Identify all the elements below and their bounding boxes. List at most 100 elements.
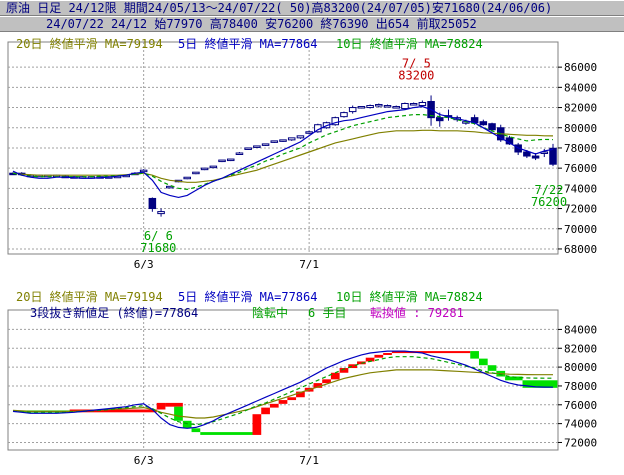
break-brick <box>322 379 331 384</box>
break-brick <box>165 402 183 407</box>
break-brick <box>174 406 183 421</box>
break-brick <box>391 351 471 354</box>
break-brick <box>269 403 279 408</box>
y-tick-label: 80000 <box>564 122 597 135</box>
annotation-value-1: 71680 <box>140 241 176 255</box>
candle-body <box>166 185 174 189</box>
annotation-value-2: 76200 <box>531 195 567 209</box>
ma10-line <box>12 113 554 191</box>
candle-body <box>200 167 209 171</box>
break-brick <box>313 383 323 388</box>
y-tick-label: 72000 <box>564 203 597 216</box>
annotation-date-1: 6/ 6 <box>144 229 173 243</box>
candle-body <box>270 140 279 143</box>
candle-body <box>409 103 418 106</box>
y-tick-label: 74000 <box>564 418 597 431</box>
break-brick <box>365 357 375 362</box>
candle-body <box>192 171 200 175</box>
candle-body <box>235 152 244 155</box>
x-tick-label: 6/3 <box>134 258 154 271</box>
candle-body <box>531 155 540 159</box>
legend-entry-2: 10日 終値平滑 MA=78824 <box>336 289 483 304</box>
break-brick <box>522 380 558 388</box>
y-tick-label: 84000 <box>564 81 597 94</box>
y-tick-label: 76000 <box>564 162 597 175</box>
legend2-entry-3: 転換値 : 79281 <box>370 305 464 320</box>
break-brick <box>470 351 479 359</box>
chart-canvas: 68000 70000 72000 74000 76000 78000 80000 82000… <box>7 36 597 467</box>
candle-body <box>139 169 148 173</box>
y-tick-label: 86000 <box>564 61 597 74</box>
candle-body <box>357 106 366 109</box>
ma20-line <box>12 129 554 183</box>
y-tick-label: 84000 <box>564 323 597 336</box>
break-brick <box>487 365 497 371</box>
ma20-line <box>12 369 553 419</box>
candle-body <box>244 147 252 150</box>
candle-body <box>383 105 392 108</box>
y-tick-label: 70000 <box>564 223 597 236</box>
y-tick-label: 74000 <box>564 182 597 195</box>
candle-body <box>375 104 383 107</box>
ma5-line <box>12 105 554 199</box>
candle-body <box>287 137 296 141</box>
candle-body <box>253 145 261 148</box>
candle-body <box>479 121 488 126</box>
y-tick-label: 82000 <box>564 342 597 355</box>
legend2-entry-2: 6 手目 <box>308 306 346 320</box>
plot-frame-0 <box>7 41 559 255</box>
legend2-entry-0: 3段抜き新値足 (終値)=77864 <box>30 305 198 320</box>
annotation-date-0: 7/ 5 <box>402 56 431 70</box>
y-tick-label: 76000 <box>564 399 597 412</box>
y-tick-label: 78000 <box>564 142 597 155</box>
legend-entry-1: 5日 終値平滑 MA=77864 <box>178 36 317 51</box>
legend-entry-0: 20日 終値平滑 MA=79194 <box>16 289 163 304</box>
annotation-value-0: 83200 <box>398 68 434 82</box>
candle-body <box>392 106 400 109</box>
break-brick <box>287 397 297 401</box>
break-brick <box>261 407 270 415</box>
break-brick <box>339 368 349 373</box>
annotation-date-2: 7/22 <box>535 183 564 197</box>
candle-body <box>401 103 409 110</box>
break-brick <box>330 372 340 380</box>
x-tick-label: 6/3 <box>134 454 154 467</box>
y-tick-label: 80000 <box>564 361 597 374</box>
break-brick <box>252 414 262 435</box>
y-tick-label: 78000 <box>564 380 597 393</box>
candle-body <box>279 139 287 142</box>
break-brick <box>505 376 523 381</box>
break-brick <box>374 354 384 358</box>
break-brick <box>278 400 288 404</box>
candle-body <box>218 159 226 163</box>
candle-body <box>296 135 305 139</box>
y-tick-label: 82000 <box>564 102 597 115</box>
candle-body <box>418 102 427 107</box>
break-brick <box>191 428 201 433</box>
candle-body <box>549 147 557 165</box>
candle-body <box>523 151 531 157</box>
header-line-1: 原油 日足 24/12限 期間24/05/13～24/07/22( 50)高83… <box>0 0 624 16</box>
candle-body <box>183 176 191 180</box>
candle-body <box>331 117 340 126</box>
candle-body <box>488 123 496 131</box>
break-brick <box>156 402 166 410</box>
break-brick <box>383 352 392 355</box>
break-brick <box>348 364 358 369</box>
ma5-line <box>12 350 554 429</box>
y-tick-label: 68000 <box>564 243 597 256</box>
candle-body <box>366 105 374 109</box>
candle-body <box>305 131 313 134</box>
candle-body <box>261 143 270 146</box>
y-tick-label: 72000 <box>564 436 597 449</box>
candle-body <box>157 211 165 215</box>
header-line-2: 24/07/22 24/12 始77970 高78400 安76200 終763… <box>0 16 624 32</box>
break-brick <box>478 358 488 366</box>
x-tick-label: 7/1 <box>299 258 319 271</box>
legend2-entry-1: 陰転中 <box>252 305 288 320</box>
candle-body <box>148 197 157 210</box>
candle-body <box>209 165 218 169</box>
x-tick-label: 7/1 <box>299 454 319 467</box>
candle-body <box>348 107 357 113</box>
break-brick <box>296 391 305 398</box>
